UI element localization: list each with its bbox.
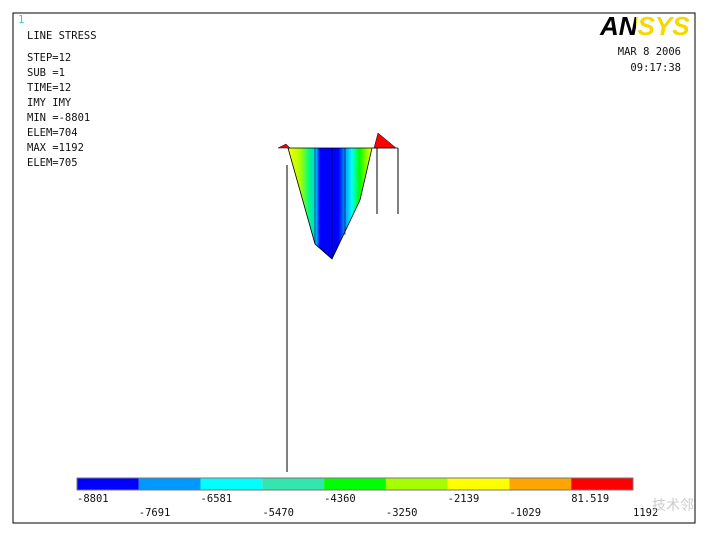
legend-band xyxy=(200,478,263,490)
legend-band xyxy=(138,478,201,490)
info-line: STEP=12 xyxy=(27,52,71,64)
plot-frame xyxy=(12,12,696,524)
legend-label: -1029 xyxy=(509,507,541,519)
legend-band xyxy=(262,478,325,490)
legend-label: -4360 xyxy=(324,493,356,505)
info-block: LINE STRESS STEP=12 SUB =1 TIME=12 IMY IMY MI… xyxy=(27,30,97,169)
window-number: 1 xyxy=(18,14,24,26)
legend-label: 81.519 xyxy=(571,493,609,505)
info-line: ELEM=704 xyxy=(27,127,78,139)
legend-band xyxy=(509,478,572,490)
ansys-logo: ANSYS xyxy=(599,11,690,41)
legend-band xyxy=(77,478,139,490)
info-line: ELEM=705 xyxy=(27,157,78,169)
info-line: MAX =1192 xyxy=(27,142,84,154)
legend-label: -3250 xyxy=(386,507,418,519)
info-line: LINE STRESS xyxy=(27,30,97,42)
time: 09:17:38 xyxy=(630,62,681,74)
legend-label: -5470 xyxy=(262,507,294,519)
legend-band xyxy=(385,478,448,490)
legend-frame xyxy=(76,477,634,491)
date: MAR 8 2006 xyxy=(618,46,681,58)
legend-band xyxy=(447,478,510,490)
info-line: SUB =1 xyxy=(27,67,65,79)
legend: -8801 -7691 -6581 -5470 -4360 -3250 -2139 -1029… xyxy=(76,477,658,519)
info-line: MIN =-8801 xyxy=(27,112,90,124)
legend-label: -7691 xyxy=(139,507,171,519)
legend-band xyxy=(324,478,386,490)
stress-plot xyxy=(277,132,399,472)
legend-band xyxy=(571,478,633,490)
legend-label: -6581 xyxy=(201,493,233,505)
legend-label: -8801 xyxy=(77,493,109,505)
legend-label: -2139 xyxy=(448,493,480,505)
legend-label: 1192 xyxy=(633,507,658,519)
info-line: TIME=12 xyxy=(27,82,71,94)
info-line: IMY IMY xyxy=(27,97,72,109)
watermark: 技术邻 xyxy=(652,498,694,514)
stress-peak xyxy=(277,143,291,149)
stress-contour xyxy=(287,147,373,260)
